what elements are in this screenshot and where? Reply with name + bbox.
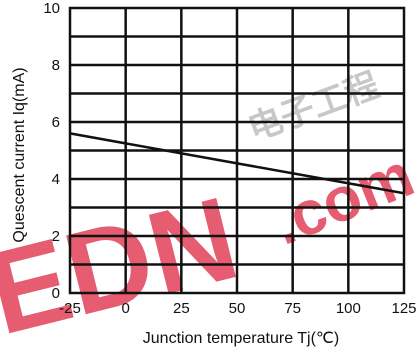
x-tick-label: 0 xyxy=(121,300,129,317)
x-tick-label: 75 xyxy=(284,300,301,317)
x-tick-label: 100 xyxy=(336,300,361,317)
y-tick-labels: 0 2 4 6 8 10 xyxy=(43,0,60,302)
plot-frame xyxy=(68,6,406,295)
y-tick-label: 8 xyxy=(52,57,60,74)
y-tick-label: 4 xyxy=(52,171,60,188)
x-tick-label: 25 xyxy=(173,300,190,317)
x-tick-label: 125 xyxy=(391,300,416,317)
y-tick-label: 6 xyxy=(52,114,60,131)
x-tick-labels: -25 0 25 50 75 100 125 xyxy=(59,300,416,317)
x-axis-label: Junction temperature Tj(℃) xyxy=(143,330,339,347)
watermark-suffix: .com xyxy=(263,140,417,258)
x-tick-label: 50 xyxy=(229,300,246,317)
grid xyxy=(70,8,404,293)
y-tick-label: 0 xyxy=(52,285,60,302)
y-tick-label: 10 xyxy=(43,0,60,17)
y-tick-label: 2 xyxy=(52,228,60,245)
x-tick-label: -25 xyxy=(59,300,81,317)
series-layer xyxy=(69,132,405,195)
y-axis-label: Quescent current Iq(mA) xyxy=(11,67,28,242)
watermark-chinese: 电子工程 xyxy=(243,66,384,148)
series-line xyxy=(69,132,405,195)
